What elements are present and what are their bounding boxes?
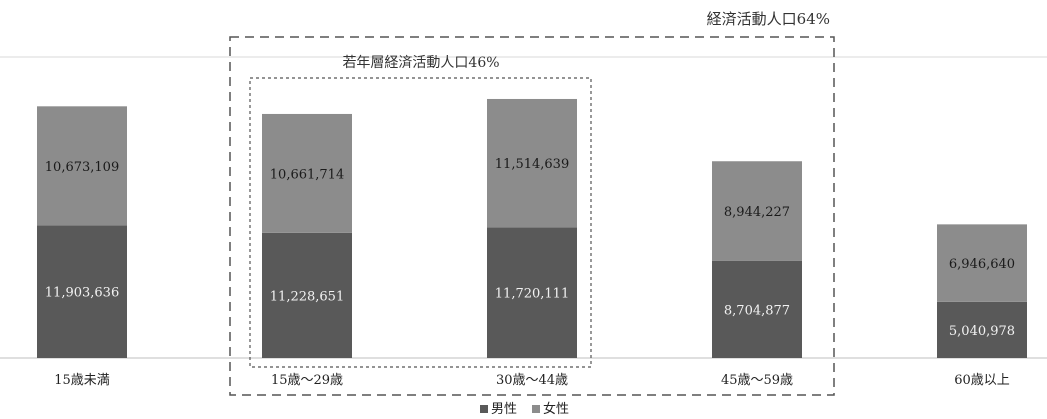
- data-label-female-2: 11,514,639: [495, 157, 569, 172]
- bars-group: 11,903,636 10,673,109 11,228,651 10,661,714…: [37, 98, 1027, 358]
- bar-segment-female-2: [487, 98, 577, 228]
- bar-segment-female-4: [937, 224, 1027, 302]
- x-tick-label-0: 15歳未満: [54, 373, 110, 388]
- data-label-female-3: 8,944,227: [724, 205, 790, 220]
- bar-segment-female-0: [37, 106, 127, 226]
- bar-segment-female-1: [262, 113, 352, 233]
- data-label-male-3: 8,704,877: [724, 303, 790, 318]
- x-tick-label-3: 45歳～59歳: [721, 373, 793, 388]
- young-economic-active-population-box: [249, 77, 592, 368]
- bar-segment-male-3: [712, 260, 802, 358]
- legend-swatch-female: [532, 405, 540, 413]
- legend-label-female: 女性: [543, 401, 569, 417]
- data-label-male-1: 11,228,651: [270, 289, 344, 304]
- bar-segment-female-3: [712, 161, 802, 261]
- x-tick-label-4: 60歳以上: [954, 373, 1010, 388]
- data-label-female-4: 6,946,640: [949, 257, 1015, 272]
- x-tick-label-1: 15歳～29歳: [271, 373, 343, 388]
- bar-segment-male-0: [37, 225, 127, 358]
- economic-active-population-box: [229, 36, 835, 396]
- data-label-male-4: 5,040,978: [949, 324, 1015, 339]
- x-tick-label-2: 30歳～44歳: [496, 373, 568, 388]
- bar-segment-male-1: [262, 232, 352, 358]
- bar-segment-male-2: [487, 227, 577, 358]
- data-label-male-0: 11,903,636: [45, 286, 119, 301]
- economic-active-population-label: 経済活動人口64%: [707, 10, 830, 28]
- legend: 男性 女性: [480, 401, 569, 417]
- bar-segment-male-4: [937, 301, 1027, 358]
- x-tick-labels: 15歳未満 15歳～29歳 30歳～44歳 45歳～59歳 60歳以上: [54, 373, 1010, 388]
- young-economic-active-population-label: 若年層経済活動人口46%: [342, 55, 499, 71]
- data-label-female-0: 10,673,109: [45, 160, 119, 175]
- legend-label-male: 男性: [491, 402, 517, 417]
- data-label-female-1: 10,661,714: [270, 167, 344, 182]
- legend-swatch-male: [480, 405, 488, 413]
- data-label-male-2: 11,720,111: [495, 287, 569, 302]
